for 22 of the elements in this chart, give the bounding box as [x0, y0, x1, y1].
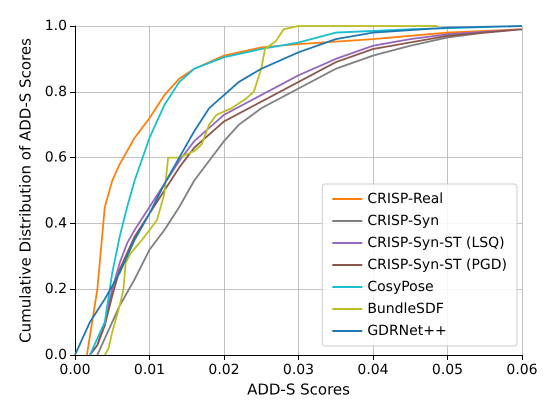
y-tick-label: 0.0 — [44, 347, 67, 363]
legend-label: CRISP-Syn-ST (PGD) — [367, 257, 507, 273]
legend-label: CRISP-Syn — [367, 213, 440, 229]
x-tick-label: 0.06 — [506, 362, 538, 378]
legend-label: CRISP-Real — [367, 191, 444, 207]
x-tick-label: 0.05 — [432, 362, 464, 378]
legend-label: CosyPose — [367, 279, 434, 295]
y-tick-label: 1.0 — [44, 18, 67, 34]
x-tick-label: 0.03 — [282, 362, 314, 378]
x-tick-label: 0.04 — [357, 362, 389, 378]
x-tick-label: 0.00 — [59, 362, 91, 378]
x-axis-title: ADD-S Scores — [247, 380, 350, 398]
y-axis-title: Cumulative Distribution of ADD-S Scores — [16, 38, 34, 343]
y-tick-label: 0.4 — [44, 215, 68, 232]
x-tick-label: 0.01 — [134, 362, 166, 378]
x-tick-label: 0.02 — [208, 362, 240, 378]
legend-label: CRISP-Syn-ST (LSQ) — [367, 235, 505, 251]
y-tick-label: 0.2 — [44, 281, 67, 298]
y-tick-label: 0.8 — [44, 84, 67, 100]
legend-label: GDRNet++ — [367, 323, 447, 339]
y-tick-label: 0.6 — [44, 150, 68, 166]
legend-label: BundleSDF — [367, 301, 444, 317]
